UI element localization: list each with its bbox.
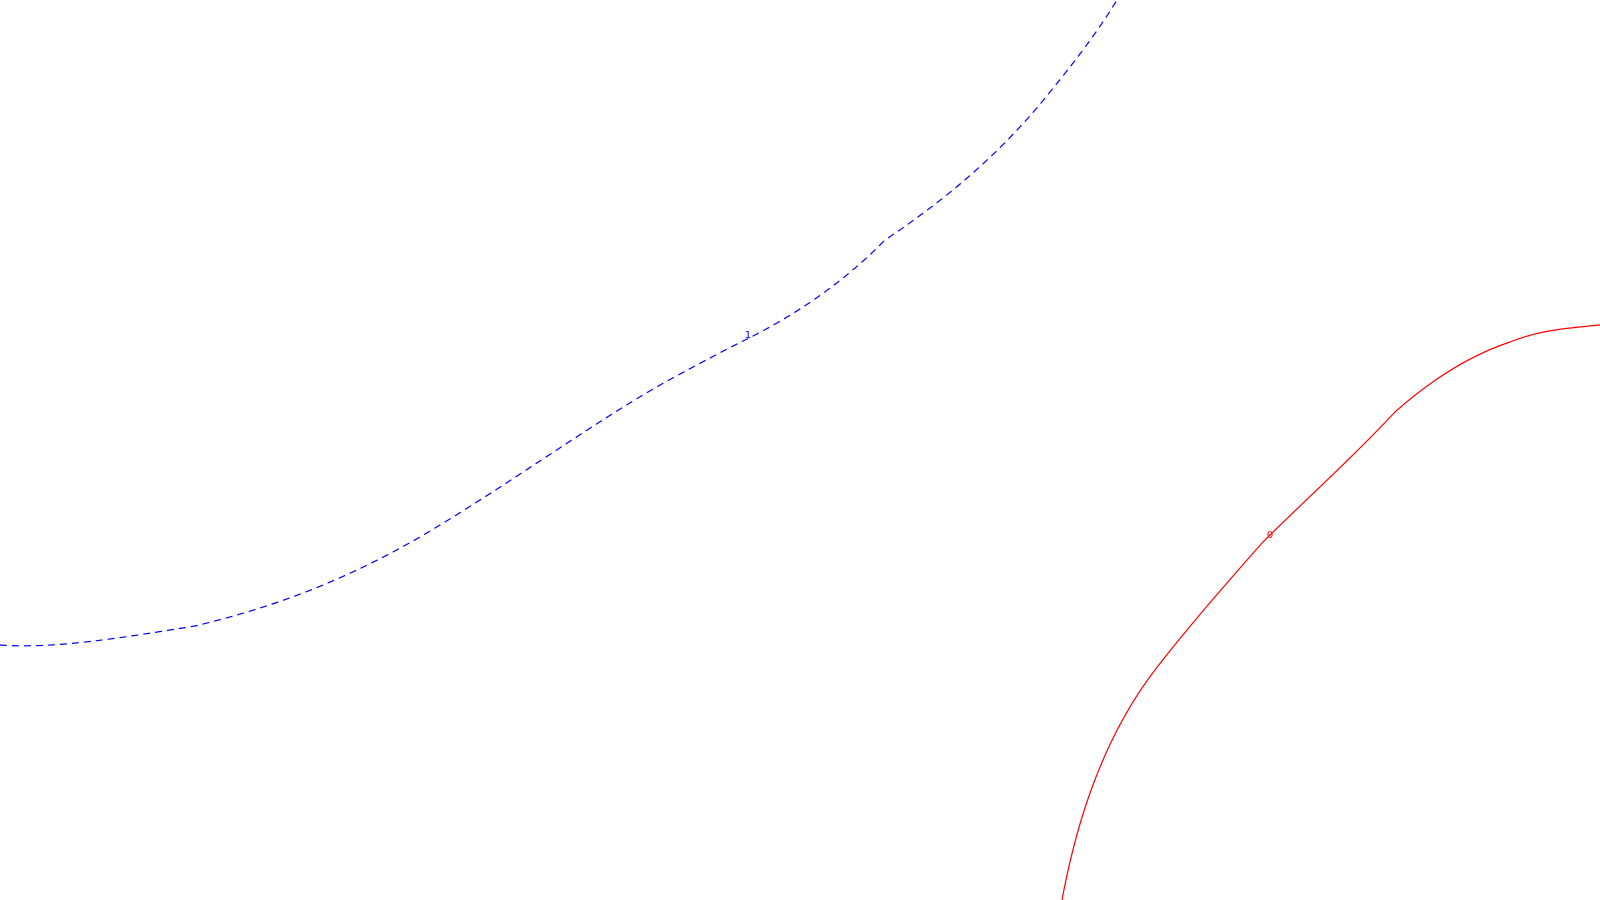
contour-line-0 (1061, 324, 1600, 900)
contour-line-1 (0, 0, 1118, 647)
contour-label-0: 0 (1267, 530, 1273, 541)
contour-label-1: 1 (745, 330, 751, 341)
